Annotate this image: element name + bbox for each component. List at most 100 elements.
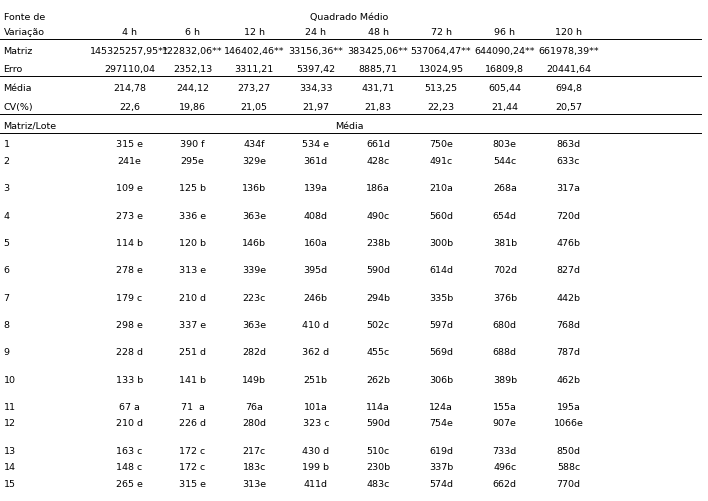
- Text: 317a: 317a: [556, 184, 581, 193]
- Text: 160a: 160a: [304, 238, 328, 247]
- Text: 455c: 455c: [367, 348, 389, 357]
- Text: 768d: 768d: [556, 320, 581, 329]
- Text: 136b: 136b: [242, 184, 266, 193]
- Text: 141 b: 141 b: [179, 375, 206, 384]
- Text: 483c: 483c: [366, 479, 390, 488]
- Text: 513,25: 513,25: [425, 84, 457, 93]
- Text: 662d: 662d: [493, 479, 517, 488]
- Text: 146b: 146b: [242, 238, 266, 247]
- Text: 297110,04: 297110,04: [104, 65, 155, 74]
- Text: 560d: 560d: [429, 211, 453, 220]
- Text: 803e: 803e: [493, 140, 517, 149]
- Text: 210a: 210a: [429, 184, 453, 193]
- Text: 614d: 614d: [429, 266, 453, 275]
- Text: 295e: 295e: [181, 157, 205, 165]
- Text: 230b: 230b: [366, 462, 390, 471]
- Text: 3: 3: [4, 184, 10, 193]
- Text: 827d: 827d: [556, 266, 581, 275]
- Text: 339e: 339e: [242, 266, 266, 275]
- Text: 48 h: 48 h: [367, 28, 389, 37]
- Text: 588c: 588c: [557, 462, 580, 471]
- Text: 76a: 76a: [245, 402, 263, 411]
- Text: 619d: 619d: [429, 446, 453, 455]
- Text: 155a: 155a: [493, 402, 517, 411]
- Text: 4: 4: [4, 211, 9, 220]
- Text: 502c: 502c: [367, 320, 389, 329]
- Text: CV(%): CV(%): [4, 103, 33, 112]
- Text: 4 h: 4 h: [122, 28, 137, 37]
- Text: 139a: 139a: [304, 184, 328, 193]
- Text: 381b: 381b: [493, 238, 517, 247]
- Text: 306b: 306b: [429, 375, 453, 384]
- Text: 280d: 280d: [242, 419, 266, 428]
- Text: 644090,24**: 644090,24**: [474, 47, 535, 56]
- Text: 787d: 787d: [556, 348, 581, 357]
- Text: 733d: 733d: [493, 446, 517, 455]
- Text: 534 e: 534 e: [302, 140, 329, 149]
- Text: 96 h: 96 h: [494, 28, 515, 37]
- Text: 569d: 569d: [429, 348, 453, 357]
- Text: 13024,95: 13024,95: [418, 65, 464, 74]
- Text: 214,78: 214,78: [113, 84, 146, 93]
- Text: 2352,13: 2352,13: [173, 65, 212, 74]
- Text: 7: 7: [4, 293, 9, 302]
- Text: Média: Média: [335, 122, 363, 130]
- Text: 67 a: 67 a: [119, 402, 140, 411]
- Text: 12: 12: [4, 419, 16, 428]
- Text: 149b: 149b: [242, 375, 266, 384]
- Text: 597d: 597d: [429, 320, 453, 329]
- Text: 337 e: 337 e: [179, 320, 206, 329]
- Text: 265 e: 265 e: [116, 479, 143, 488]
- Text: 148 c: 148 c: [116, 462, 143, 471]
- Text: 15: 15: [4, 479, 16, 488]
- Text: 680d: 680d: [493, 320, 517, 329]
- Text: 251 d: 251 d: [179, 348, 206, 357]
- Text: 210 d: 210 d: [116, 419, 143, 428]
- Text: 72 h: 72 h: [430, 28, 452, 37]
- Text: 434f: 434f: [244, 140, 265, 149]
- Text: 1: 1: [4, 140, 9, 149]
- Text: 133 b: 133 b: [116, 375, 143, 384]
- Text: 33156,36**: 33156,36**: [288, 47, 343, 56]
- Text: 510c: 510c: [367, 446, 389, 455]
- Text: 120 h: 120 h: [555, 28, 582, 37]
- Text: 688d: 688d: [493, 348, 517, 357]
- Text: 363e: 363e: [242, 211, 266, 220]
- Text: 6: 6: [4, 266, 9, 275]
- Text: 410 d: 410 d: [302, 320, 329, 329]
- Text: 329e: 329e: [242, 157, 266, 165]
- Text: Erro: Erro: [4, 65, 23, 74]
- Text: 3311,21: 3311,21: [234, 65, 274, 74]
- Text: 590d: 590d: [366, 266, 390, 275]
- Text: 210 d: 210 d: [179, 293, 206, 302]
- Text: 19,86: 19,86: [179, 103, 206, 112]
- Text: 21,05: 21,05: [241, 103, 268, 112]
- Text: Média: Média: [4, 84, 32, 93]
- Text: 1066e: 1066e: [554, 419, 583, 428]
- Text: 411d: 411d: [304, 479, 328, 488]
- Text: 390 f: 390 f: [181, 140, 205, 149]
- Text: 21,44: 21,44: [491, 103, 518, 112]
- Text: 361d: 361d: [304, 157, 328, 165]
- Text: 14: 14: [4, 462, 16, 471]
- Text: 337b: 337b: [429, 462, 453, 471]
- Text: 654d: 654d: [493, 211, 517, 220]
- Text: 101a: 101a: [304, 402, 328, 411]
- Text: 22,23: 22,23: [428, 103, 455, 112]
- Text: 246b: 246b: [304, 293, 328, 302]
- Text: 226 d: 226 d: [179, 419, 206, 428]
- Text: 383425,06**: 383425,06**: [348, 47, 409, 56]
- Text: 163 c: 163 c: [116, 446, 143, 455]
- Text: 273 e: 273 e: [116, 211, 143, 220]
- Text: 750e: 750e: [429, 140, 453, 149]
- Text: 490c: 490c: [367, 211, 389, 220]
- Text: 5: 5: [4, 238, 9, 247]
- Text: 145325257,95**: 145325257,95**: [90, 47, 169, 56]
- Text: 13: 13: [4, 446, 16, 455]
- Text: 363e: 363e: [242, 320, 266, 329]
- Text: 268a: 268a: [493, 184, 517, 193]
- Text: 313 e: 313 e: [179, 266, 206, 275]
- Text: 122832,06**: 122832,06**: [162, 47, 223, 56]
- Text: 315 e: 315 e: [179, 479, 206, 488]
- Text: 336 e: 336 e: [179, 211, 206, 220]
